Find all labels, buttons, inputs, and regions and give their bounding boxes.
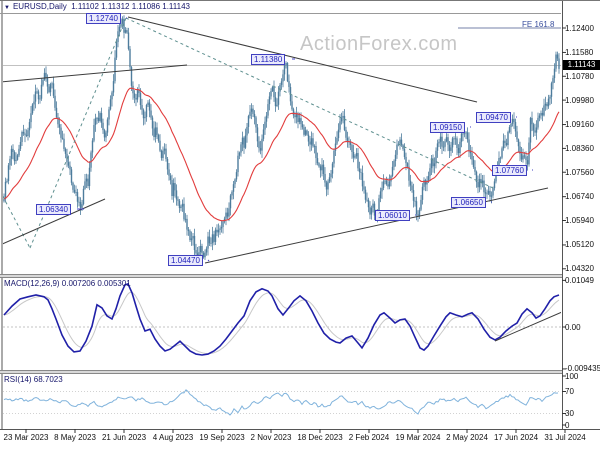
watermark: ActionForex.com <box>300 33 458 55</box>
rsi-panel[interactable] <box>3 374 561 428</box>
price-axis-label: 1.07560 <box>565 167 594 177</box>
date-label: 19 Sep 2023 <box>199 433 245 442</box>
main-chart-panel[interactable] <box>3 14 561 273</box>
date-label: 21 Jun 2023 <box>101 433 147 442</box>
date-label: 18 Dec 2023 <box>297 433 343 442</box>
symbol-title: EURUSD,Daily <box>12 2 67 11</box>
date-label: 17 Jun 2024 <box>493 433 539 442</box>
price-annotation[interactable]: 1.06650 <box>451 197 486 208</box>
price-annotation[interactable]: 1.09470 <box>476 112 511 123</box>
date-label: 8 May 2023 <box>54 433 96 442</box>
macd-header: MACD(12,26,9) 0.007206 0.005301 <box>4 279 131 288</box>
price-annotation[interactable]: 1.12740 <box>86 13 121 24</box>
date-label: 19 Mar 2024 <box>395 433 441 442</box>
macd-axis-label: -0.009435 <box>565 364 600 374</box>
rsi-axis-label: 0 <box>565 420 570 430</box>
price-annotation[interactable]: 1.07760 <box>492 165 527 176</box>
price-axis-label: 1.12400 <box>565 23 594 33</box>
rsi-axis-label: 70 <box>565 387 574 396</box>
price-axis-label: 1.05120 <box>565 240 594 250</box>
price-annotation[interactable]: 1.04470 <box>168 255 203 266</box>
symbol-marker-icon: ▼ <box>4 5 10 11</box>
date-label: 2 May 2024 <box>446 433 488 442</box>
macd-panel[interactable] <box>3 278 561 370</box>
rsi-axis-label: 30 <box>565 409 574 418</box>
date-label: 2 Feb 2024 <box>348 433 390 442</box>
price-axis-label: 1.04320 <box>565 264 594 274</box>
price-axis-label: 1.08360 <box>565 143 594 153</box>
price-annotation[interactable]: 1.11380 <box>251 54 286 65</box>
price-annotation[interactable]: 1.09150 <box>430 122 465 133</box>
date-label: 31 Jul 2024 <box>544 433 586 442</box>
price-axis-label: 1.06740 <box>565 192 594 202</box>
price-axis-label: 1.11580 <box>565 47 594 57</box>
price-annotation[interactable]: 1.06010 <box>375 210 410 221</box>
fib-extension-label[interactable]: FE 161.8 <box>522 20 555 29</box>
date-label: 2 Nov 2023 <box>250 433 292 442</box>
title-ohlc-values: 1.11102 1.11312 1.11086 1.11143 <box>71 2 190 11</box>
price-annotation[interactable]: 1.06340 <box>36 204 71 215</box>
rsi-axis-label: 100 <box>565 371 579 381</box>
macd-axis-label: 0.00 <box>565 322 581 332</box>
date-label: 23 Mar 2023 <box>3 433 49 442</box>
price-axis-label: 1.09160 <box>565 120 594 130</box>
chart-title-bar: ▼ EURUSD,Daily 1.11102 1.11312 1.11086 1.… <box>4 2 190 11</box>
current-price-tag: 1.11143 <box>563 60 600 71</box>
price-axis-label: 1.05940 <box>565 216 594 225</box>
date-label: 4 Aug 2023 <box>152 433 194 442</box>
price-axis-label: 1.09980 <box>565 95 594 105</box>
macd-axis-label: 0.01049 <box>565 275 594 285</box>
price-axis-label: 1.10780 <box>565 71 594 81</box>
rsi-header: RSI(14) 68.7023 <box>4 375 63 384</box>
